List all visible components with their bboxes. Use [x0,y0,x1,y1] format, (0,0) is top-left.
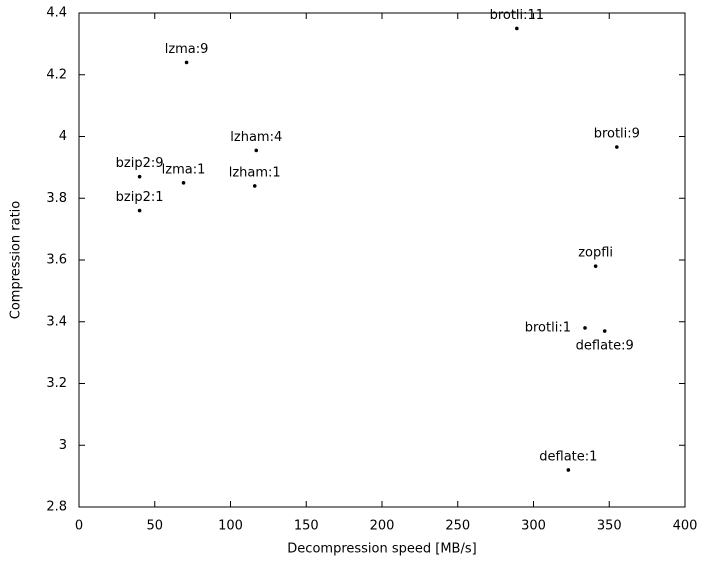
y-tick-label: 4.2 [46,67,67,82]
point-label: lzham:4 [230,130,282,145]
y-tick-label: 2.8 [46,500,67,515]
x-tick-label: 400 [673,519,698,534]
point-label: brotli:11 [490,8,545,23]
y-axis-label: Compression ratio [9,201,24,320]
point [254,148,259,153]
y-tick-label: 3.2 [46,376,67,391]
point-label: brotli:1 [525,320,571,335]
point [566,468,571,472]
point-label: lzma:1 [162,162,206,177]
point-label: deflate:9 [576,339,634,354]
y-tick-label: 3.4 [46,314,67,329]
y-tick-label: 4.4 [46,6,67,21]
point [593,264,598,268]
x-tick-label: 300 [521,519,546,534]
x-tick-label: 0 [75,519,83,534]
point [615,145,619,149]
point [583,326,587,330]
x-tick-label: 200 [370,519,395,534]
point-label: zopfli [578,246,613,261]
point-label: lzham:1 [229,165,281,180]
point-label: lzma:9 [165,42,209,57]
point [137,174,142,179]
point [181,181,186,185]
x-tick-label: 250 [445,519,470,534]
x-tick-label: 100 [218,519,243,534]
y-tick-label: 3.8 [46,191,67,206]
point-label: bzip2:1 [116,190,164,205]
point-label: brotli:9 [594,126,640,141]
point [252,184,257,188]
x-tick-label: 50 [146,519,163,534]
x-tick-label: 150 [294,519,319,534]
point [602,329,607,333]
point-label: deflate:1 [539,449,597,464]
y-tick-label: 3.6 [46,253,67,268]
y-tick-label: 4 [59,129,67,144]
point [137,208,142,213]
point-label: bzip2:9 [116,156,164,171]
y-tick-label: 3 [59,438,67,453]
x-axis-label: Decompression speed [MB/s] [287,542,476,557]
x-tick-label: 350 [597,519,622,534]
point [515,26,519,31]
point [184,60,189,65]
